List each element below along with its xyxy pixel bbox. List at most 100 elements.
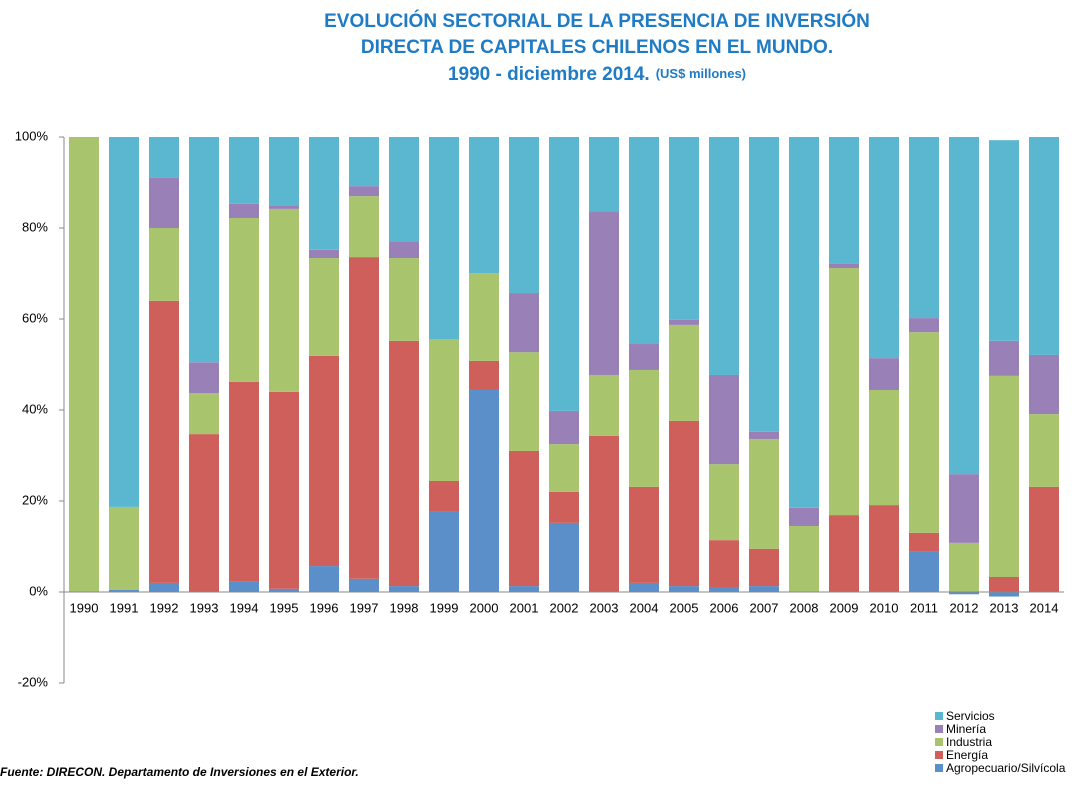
bar-segment (989, 576, 1019, 592)
bar-segment (629, 486, 659, 583)
bar-segment (829, 268, 859, 516)
bar-segment (909, 551, 939, 592)
bar-segment (69, 137, 99, 592)
bar-segment (549, 522, 579, 592)
x-tick-label: 1997 (350, 600, 379, 615)
y-tick-label: 40% (22, 401, 48, 416)
x-tick-label: 2011 (910, 600, 938, 615)
bar-segment (989, 592, 1019, 597)
bar-segment (669, 137, 699, 320)
bar-segment (949, 474, 979, 543)
bar-segment (549, 410, 579, 445)
bar-segment (669, 324, 699, 421)
bar-segment (789, 137, 819, 508)
x-tick-label: 2012 (950, 600, 979, 615)
bar-segment (109, 589, 139, 592)
x-tick-label: 2014 (1030, 600, 1059, 615)
bar-segment (309, 249, 339, 259)
legend-swatch (935, 751, 943, 759)
legend-label: Agropecuario/Silvícola (946, 761, 1066, 775)
legend-label: Industria (946, 735, 992, 749)
bar-segment (429, 137, 459, 340)
bar-segment (309, 258, 339, 356)
x-tick-label: 2003 (590, 600, 619, 615)
bar-segment (349, 578, 379, 592)
bar-segment (229, 137, 259, 204)
bar-segment (709, 540, 739, 587)
bar-segment (149, 300, 179, 583)
bar-segment (989, 375, 1019, 577)
legend-label: Minería (946, 722, 986, 736)
bar-segment (389, 258, 419, 341)
bar-segment (829, 263, 859, 269)
x-tick-label: 1999 (430, 600, 459, 615)
source-note: Fuente: DIRECON. Departamento de Inversi… (0, 765, 359, 779)
bar-segment (149, 137, 179, 178)
bar-segment (709, 464, 739, 541)
x-tick-label: 2002 (550, 600, 579, 615)
bar-segment (789, 507, 819, 527)
bar-segment (509, 293, 539, 353)
bar-segment (349, 186, 379, 197)
legend-swatch (935, 725, 943, 733)
bar-segment (709, 374, 739, 465)
x-tick-label: 2006 (710, 600, 739, 615)
bar-segment (269, 208, 299, 392)
bar-segment (269, 205, 299, 209)
bar-segment (1029, 414, 1059, 487)
bar-segment (189, 137, 219, 363)
bar-segment (869, 505, 899, 592)
chart-title: 1990 - diciembre 2014. (US$ millones) (448, 64, 746, 85)
bar-segment (589, 211, 619, 375)
bar-segment (309, 137, 339, 250)
bar-segment (349, 257, 379, 579)
bar-segment (709, 586, 739, 592)
bar-segment (509, 137, 539, 294)
bar-segment (109, 137, 139, 507)
chart-subtitle: (US$ millones) (656, 66, 746, 81)
bar-segment (909, 332, 939, 533)
bar-segment (629, 137, 659, 345)
bar-segment (989, 340, 1019, 376)
x-tick-label: 1992 (150, 600, 179, 615)
bar-segment (829, 137, 859, 264)
x-tick-label: 2009 (830, 600, 859, 615)
x-tick-label: 2000 (470, 600, 499, 615)
y-tick-label: 60% (22, 310, 48, 325)
bar-segment (949, 592, 979, 595)
bar-segment (269, 391, 299, 589)
y-tick-label: 100% (15, 128, 49, 143)
bar-segment (629, 344, 659, 370)
bar-segment (749, 586, 779, 592)
bar-segment (349, 196, 379, 258)
bar-segment (1029, 486, 1059, 592)
bar-segment (909, 532, 939, 552)
bar-segment (149, 582, 179, 592)
bar-segment (389, 241, 419, 259)
bar-segment (589, 435, 619, 592)
bar-segment (269, 588, 299, 592)
bar-segment (469, 389, 499, 592)
bar-segment (189, 434, 219, 592)
legend-swatch (935, 712, 943, 720)
bar-segment (389, 137, 419, 242)
bar-segment (349, 137, 379, 187)
legend-label: Energía (946, 748, 988, 762)
x-tick-label: 1993 (190, 600, 219, 615)
x-tick-label: 1995 (270, 600, 299, 615)
bar-segment (469, 137, 499, 274)
bar-segment (909, 137, 939, 319)
bar-segment (909, 318, 939, 333)
y-tick-label: 0% (29, 583, 48, 598)
x-tick-label: 1994 (230, 600, 259, 615)
chart-title: 1990 - diciembre 2014. (448, 64, 650, 85)
bar-segment (1029, 137, 1059, 355)
bar-segment (229, 581, 259, 592)
bar-segment (189, 393, 219, 435)
bar-segment (189, 362, 219, 394)
bar-segment (309, 566, 339, 592)
bar-segment (869, 358, 899, 390)
bar-segment (149, 228, 179, 301)
bar-segment (789, 526, 819, 592)
legend-label: Servicios (946, 709, 995, 723)
